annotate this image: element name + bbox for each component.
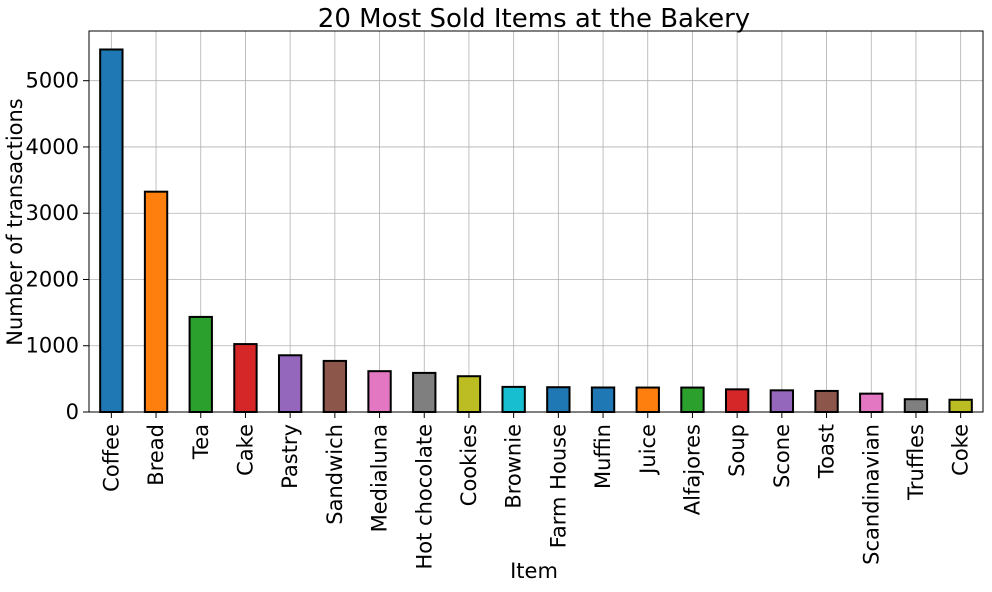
x-tick-label: Scandinavian bbox=[859, 424, 883, 565]
x-tick-label: Cake bbox=[233, 424, 257, 476]
x-tick-label: Bread bbox=[144, 424, 168, 486]
x-tick-label: Scone bbox=[770, 424, 794, 488]
x-tick-label: Soup bbox=[725, 424, 749, 477]
x-tick-label: Truffles bbox=[904, 424, 928, 501]
chart-title: 20 Most Sold Items at the Bakery bbox=[318, 4, 750, 34]
bar-sandwich bbox=[322, 359, 348, 414]
bar-alfajores bbox=[680, 386, 705, 414]
y-axis-ticks: 0 1000 2000 3000 4000 5000 bbox=[26, 69, 89, 424]
x-tick-label: Coffee bbox=[99, 424, 123, 492]
bar-cookies bbox=[456, 375, 482, 413]
bar-cake bbox=[233, 343, 258, 413]
grid-lines bbox=[89, 31, 983, 413]
bar-toast bbox=[814, 389, 839, 414]
bar-bread bbox=[143, 190, 169, 413]
y-tick-label: 3000 bbox=[26, 201, 79, 225]
x-tick-label: Pastry bbox=[278, 424, 302, 489]
bar-brownie bbox=[501, 385, 526, 413]
x-tick-label: Coke bbox=[949, 424, 973, 476]
bar-scandinavian bbox=[859, 392, 884, 414]
plot-frame bbox=[88, 30, 984, 413]
y-axis-label: Number of transactions bbox=[3, 98, 27, 346]
bar-medialuna bbox=[367, 370, 392, 414]
bar-scone bbox=[769, 389, 795, 414]
bar-truffles bbox=[903, 398, 929, 413]
y-tick-label: 4000 bbox=[26, 135, 79, 159]
x-tick-label: Toast bbox=[815, 424, 839, 479]
x-tick-label: Alfajores bbox=[680, 424, 704, 515]
x-tick-label: Muffin bbox=[591, 424, 615, 489]
x-axis-label: Item bbox=[510, 559, 558, 583]
bar-hot-chocolate bbox=[412, 371, 437, 414]
x-axis-ticks: Coffee Bread Tea Cake Pastry Sandwich Medialun… bbox=[99, 412, 973, 570]
bar-pastry bbox=[277, 354, 303, 414]
bar-juice bbox=[635, 386, 660, 414]
x-tick-label: Cookies bbox=[457, 424, 481, 506]
bar-farm-house bbox=[546, 386, 571, 414]
bar-coffee bbox=[99, 48, 124, 413]
bar-coke bbox=[948, 398, 973, 413]
y-tick-label: 0 bbox=[66, 400, 79, 424]
x-tick-label: Brownie bbox=[502, 424, 526, 509]
x-tick-label: Juice bbox=[636, 424, 660, 476]
x-tick-label: Hot chocolate bbox=[412, 424, 436, 570]
bars bbox=[99, 48, 973, 414]
x-tick-label: Farm House bbox=[546, 424, 570, 548]
x-tick-label: Medialuna bbox=[368, 424, 392, 532]
x-tick-label: Tea bbox=[189, 424, 213, 460]
bar-muffin bbox=[590, 386, 616, 414]
bar-soup bbox=[724, 388, 750, 413]
bar-tea bbox=[188, 315, 213, 413]
y-tick-label: 1000 bbox=[26, 334, 79, 358]
y-tick-label: 5000 bbox=[26, 69, 79, 93]
x-tick-label: Sandwich bbox=[323, 424, 347, 525]
y-tick-label: 2000 bbox=[26, 267, 79, 291]
